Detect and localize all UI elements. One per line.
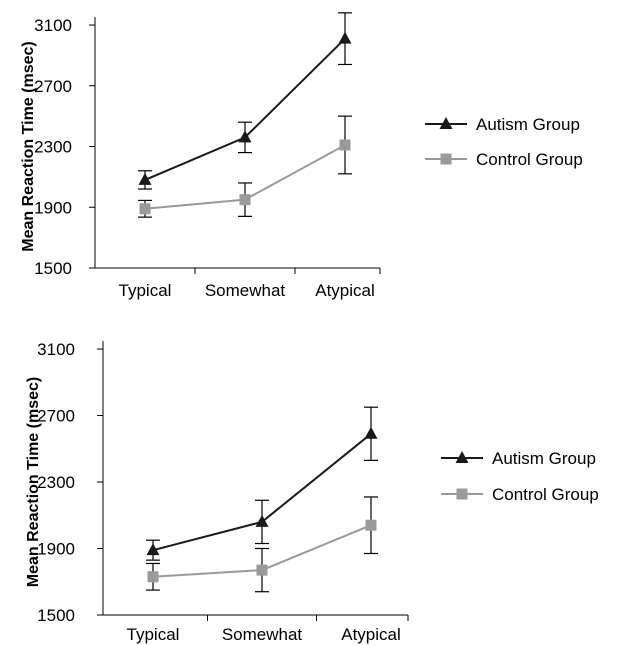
legend: Autism Group Control Group [441, 449, 599, 504]
y-axis-title: Mean Reaction Time (msec) [20, 41, 37, 251]
series-control-group [138, 115, 352, 218]
legend: Autism Group Control Group [425, 115, 583, 169]
data-point-triangle [138, 172, 152, 185]
y-tick-label: 2300 [37, 473, 75, 492]
y-tick-label: 3100 [34, 16, 72, 35]
chart-panel-2: 1500 1900 2300 2700 3100 Typical Somewhat Atypi… [25, 340, 599, 644]
data-point-triangle [255, 514, 269, 527]
series-autism-group [138, 12, 352, 190]
series-autism-group [146, 406, 378, 561]
legend-label: Autism Group [492, 449, 596, 468]
data-point-triangle [238, 130, 252, 143]
legend-label: Control Group [476, 150, 583, 169]
data-point-triangle [364, 426, 378, 439]
legend-marker-triangle [439, 117, 453, 129]
data-point-square [147, 571, 159, 583]
data-point-square [365, 519, 377, 531]
series-line [144, 37, 346, 181]
x-tick-label: Somewhat [205, 281, 286, 300]
data-point-square [339, 139, 351, 151]
chart-panel-1: 1500 1900 2300 2700 3100 Typical Somewhat Atypi… [20, 12, 583, 300]
legend-marker-square [456, 488, 468, 500]
x-tick-label: Atypical [315, 281, 375, 300]
legend-marker-triangle [455, 451, 469, 463]
y-tick-label: 2700 [34, 77, 72, 96]
x-tick-label: Typical [119, 281, 172, 300]
y-axis-title: Mean Reaction Time (msec) [25, 377, 42, 587]
data-point-square [139, 203, 151, 215]
legend-label: Control Group [492, 485, 599, 504]
data-point-square [256, 564, 268, 576]
x-tick-label: Typical [127, 625, 180, 644]
y-tick-label: 1900 [34, 198, 72, 217]
legend-label: Autism Group [476, 115, 580, 134]
y-tick-label: 1900 [37, 540, 75, 559]
y-tick-label: 3100 [37, 340, 75, 359]
x-tick-label: Somewhat [222, 625, 303, 644]
y-tick-label: 1500 [37, 606, 75, 625]
x-tick-label: Atypical [341, 625, 401, 644]
y-tick-label: 2700 [37, 407, 75, 426]
data-point-square [239, 194, 251, 206]
series-control-group [146, 496, 378, 593]
data-point-triangle [338, 31, 352, 44]
data-point-triangle [146, 543, 160, 556]
y-tick-label: 1500 [34, 259, 72, 278]
y-tick-label: 2300 [34, 138, 72, 157]
legend-marker-square [440, 153, 452, 165]
